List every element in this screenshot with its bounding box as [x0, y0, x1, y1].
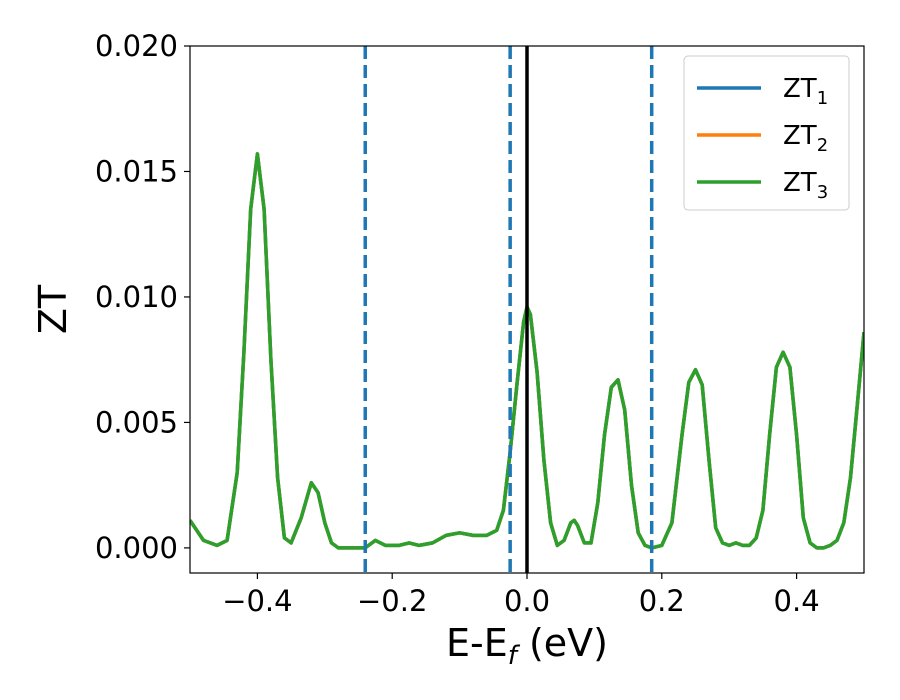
y-tick-label: 0.005: [95, 405, 178, 439]
y-axis-title: ZT: [31, 284, 75, 334]
y-tick-label: 0.020: [95, 29, 178, 63]
y-tick-label: 0.010: [95, 280, 178, 314]
x-tick-label: −0.4: [222, 584, 292, 618]
legend: ZT1 ZT2 ZT3: [683, 55, 850, 211]
legend-label-zt3: ZT3: [783, 168, 828, 203]
legend-label-zt2: ZT2: [783, 121, 828, 156]
y-tick-label: 0.000: [95, 531, 178, 565]
legend-box: [683, 55, 850, 211]
x-tick-label: 0.2: [639, 584, 685, 618]
x-tick-label: 0.4: [774, 584, 820, 618]
x-axis-title-main: E-E: [446, 621, 508, 665]
y-tick-label: 0.015: [95, 154, 178, 188]
x-axis-title-suffix: (eV): [517, 621, 608, 665]
x-tick-label: −0.2: [357, 584, 427, 618]
legend-label-zt1: ZT1: [783, 74, 828, 109]
series-line-zt3: [190, 152, 864, 550]
x-axis-title: E-Ef (eV): [446, 621, 608, 671]
x-tick-label: 0.0: [504, 584, 550, 618]
